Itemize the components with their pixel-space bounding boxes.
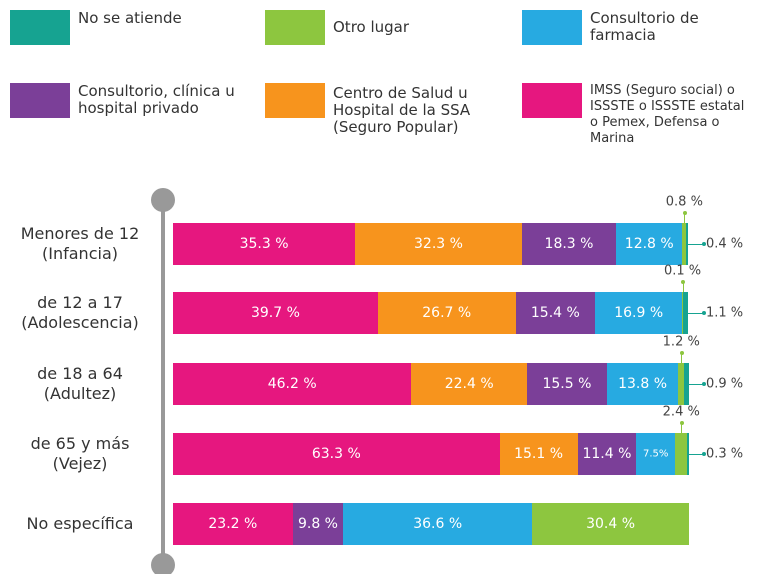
leader-dot <box>681 280 686 284</box>
axis-line <box>161 200 165 565</box>
bar-segment <box>173 363 412 405</box>
legend-label: IMSS (Seguro social) o ISSSTE o ISSSTE e… <box>590 83 745 146</box>
bar-segment <box>606 363 679 405</box>
value-label: 0.3 % <box>706 446 744 462</box>
bar-segment <box>292 503 344 545</box>
legend-label: Otro lugar <box>333 18 410 36</box>
legend-label: Consultorio de farmacia <box>590 9 699 44</box>
value-label: 15.4 % <box>530 305 580 321</box>
bar-segment <box>675 433 688 475</box>
bar-segment <box>499 433 578 475</box>
value-label: 30.4 % <box>586 516 636 532</box>
value-label: 9.8 % <box>297 516 338 532</box>
leader-line <box>688 244 704 245</box>
bar-segment <box>682 292 683 334</box>
value-label: 39.7 % <box>250 305 300 321</box>
category-label: de 65 y más (Vejez) <box>30 434 130 473</box>
value-label: 26.7 % <box>422 305 472 321</box>
bar-segment <box>577 433 637 475</box>
bar-segment <box>678 363 685 405</box>
value-label: 13.8 % <box>618 376 668 392</box>
leader-dot <box>702 382 706 386</box>
value-label: 35.3 % <box>239 236 289 252</box>
axis-cap <box>151 188 175 212</box>
bar-segment <box>377 292 516 334</box>
value-label: 0.4 % <box>706 236 744 252</box>
category-label: de 12 a 17 (Adolescencia) <box>21 293 139 332</box>
bar-segment <box>173 292 378 334</box>
value-label: 32.3 % <box>414 236 463 252</box>
value-label: 0.1 % <box>663 263 702 279</box>
value-label: 23.2 % <box>208 516 258 532</box>
leader-dot <box>679 351 684 355</box>
value-label: 18.3 % <box>544 236 594 252</box>
bar-segment <box>532 503 689 545</box>
bar-segment <box>343 503 533 545</box>
leader-line <box>682 282 684 292</box>
bar-segment <box>173 503 293 545</box>
value-label: 7.5% <box>643 448 669 460</box>
leader-line <box>689 384 704 385</box>
value-label: 0.9 % <box>706 376 744 392</box>
legend-swatch <box>522 83 582 118</box>
bar-segment <box>355 223 522 265</box>
legend-swatch <box>265 10 325 45</box>
value-label: 0.8 % <box>665 194 703 210</box>
value-label: 22.4 % <box>444 376 494 392</box>
value-label: 12.8 % <box>624 236 674 252</box>
leader-line <box>681 423 683 433</box>
legend-swatch <box>522 10 582 45</box>
bar-segment <box>595 292 683 334</box>
leader-dot <box>702 311 706 315</box>
leader-dot <box>702 242 706 246</box>
legend-label: No se atiende <box>78 9 182 27</box>
leader-line <box>684 213 686 223</box>
value-label: 15.5 % <box>542 376 592 392</box>
leader-line <box>688 313 704 314</box>
value-label: 16.9 % <box>614 305 664 321</box>
legend-label: Centro de Salud u Hospital de la SSA (Se… <box>333 84 471 136</box>
value-label: 1.2 % <box>662 334 700 350</box>
legend-swatch <box>10 83 70 118</box>
leader-line <box>681 353 683 363</box>
bar-segment <box>521 223 617 265</box>
category-label: Menores de 12 (Infancia) <box>20 224 140 263</box>
category-label: de 18 a 64 (Adultez) <box>37 364 123 403</box>
legend-label: Consultorio, clínica u hospital privado <box>78 82 235 117</box>
bar-segment <box>515 292 596 334</box>
bar-segment <box>636 433 676 475</box>
bar-segment <box>682 223 687 265</box>
value-label: 36.6 % <box>413 516 463 532</box>
value-label: 11.4 % <box>582 446 632 462</box>
bar-segment <box>686 223 689 265</box>
bar-segment <box>173 223 356 265</box>
category-label: No específica <box>26 514 134 533</box>
value-label: 46.2 % <box>267 376 317 392</box>
bar-segment <box>687 433 689 475</box>
axis-cap <box>151 553 175 574</box>
leader-dot <box>682 211 687 215</box>
bar-segment <box>411 363 527 405</box>
leader-dot <box>679 421 684 425</box>
legend-swatch <box>265 83 325 118</box>
value-label: 15.1 % <box>514 446 564 462</box>
value-label: 2.4 % <box>662 404 700 420</box>
legend-swatch <box>10 10 70 45</box>
leader-line <box>689 454 704 455</box>
bar-segment <box>616 223 683 265</box>
bar-segment <box>682 292 689 334</box>
bar-segment <box>684 363 689 405</box>
value-label: 1.1 % <box>706 305 744 321</box>
bar-segment <box>526 363 607 405</box>
bar-segment <box>173 433 500 475</box>
leader-dot <box>702 452 706 456</box>
value-label: 63.3 % <box>311 446 361 462</box>
